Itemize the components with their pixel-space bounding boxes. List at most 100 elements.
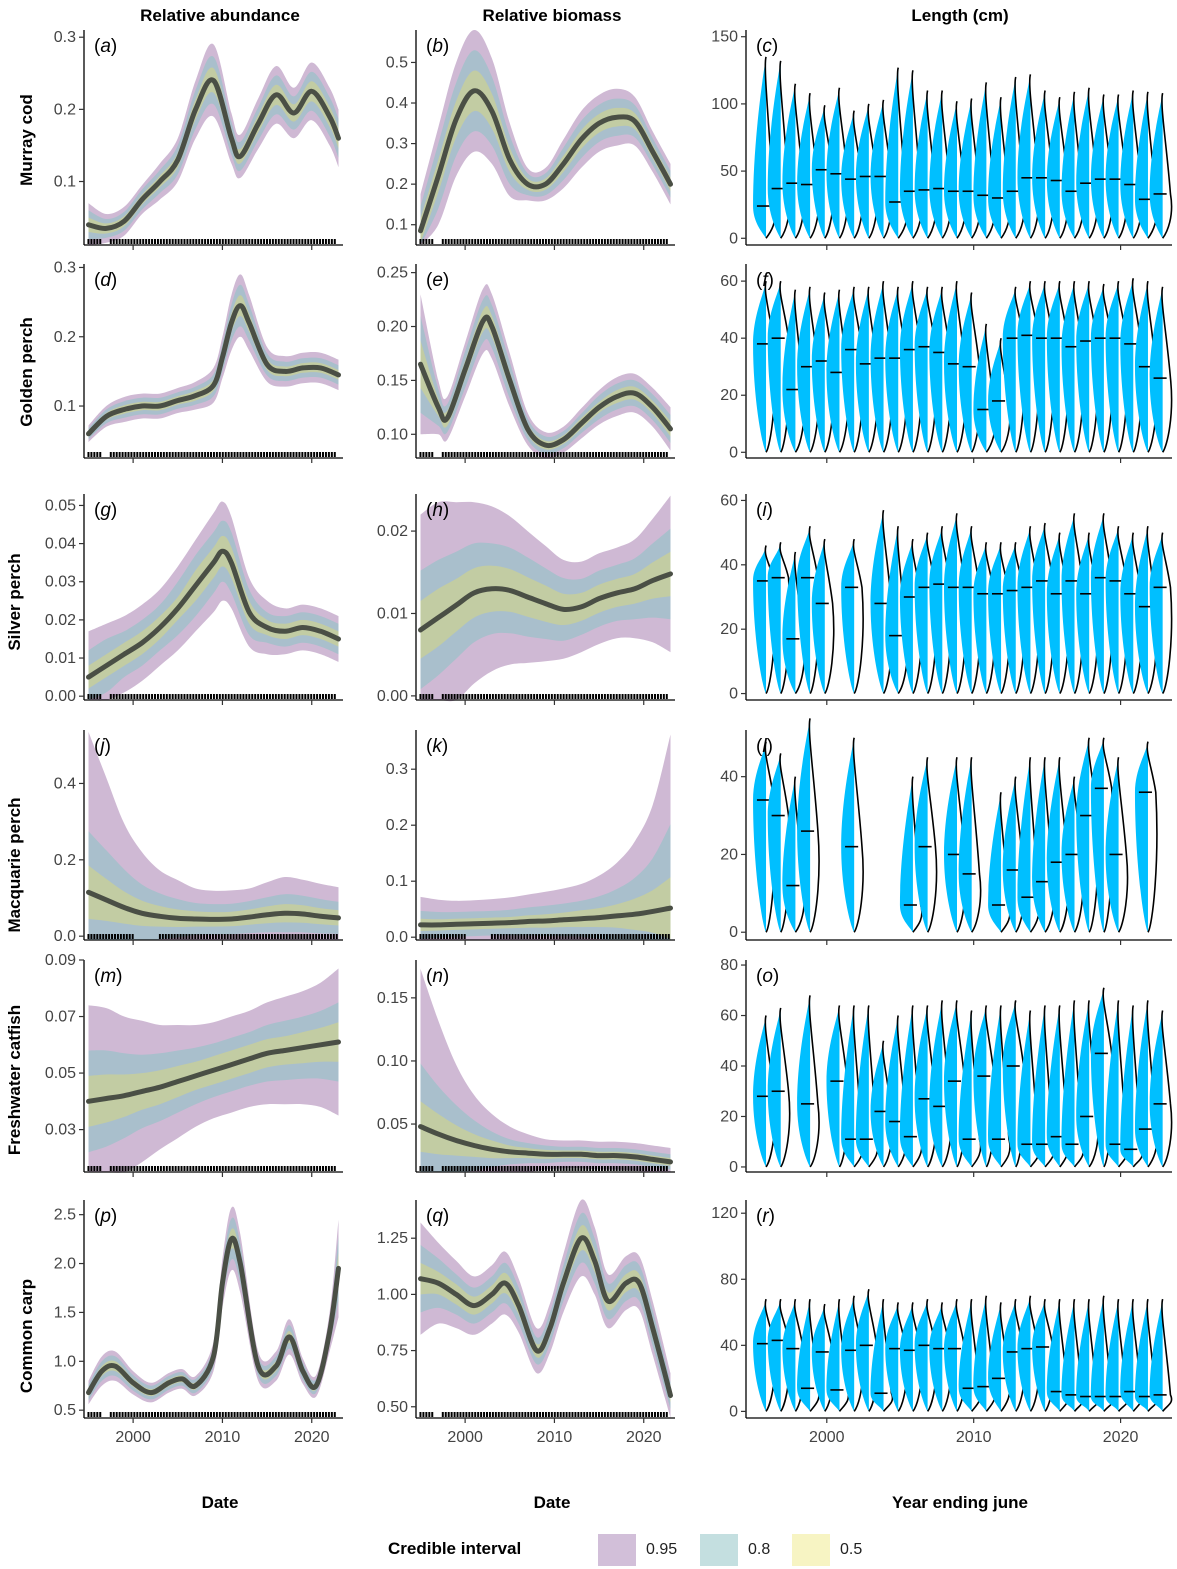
- panel-letter: d: [100, 270, 112, 291]
- y-tick-label: 0.07: [45, 1009, 76, 1026]
- violin-fill: [767, 60, 781, 239]
- panel-b: 0.1 0.2 0.3 0.4 0.5 (b): [386, 29, 675, 250]
- y-tick-label: 2.0: [54, 1256, 76, 1273]
- violin-fill: [1002, 1000, 1016, 1167]
- panel-letter: f: [762, 270, 769, 291]
- violin-fill: [811, 1304, 825, 1412]
- column-title-abundance: Relative abundance: [140, 6, 300, 25]
- y-tick-label: 20: [720, 846, 738, 863]
- y-tick-label: 0.3: [54, 259, 76, 276]
- mean-line: [86, 548, 341, 680]
- violin-fill: [914, 532, 928, 694]
- violin-outline: [852, 737, 864, 933]
- violin-fill: [753, 1015, 767, 1167]
- violin-fill: [1032, 522, 1046, 694]
- violin-fill: [958, 98, 972, 239]
- x-tick-label: 2020: [626, 1429, 662, 1446]
- ci-band-95: [420, 968, 671, 1173]
- panels-group: 0.1 0.2 0.3 (a) 0.1 0.2 0.3 0.4 0.5 (b) 0 50 100 150 (…: [45, 29, 1173, 1446]
- panel-letter: c: [762, 36, 772, 57]
- violin-fill: [797, 1299, 811, 1412]
- ci-band-80: [420, 1212, 671, 1409]
- violin-fill: [1002, 776, 1016, 933]
- panel-label: (p): [94, 1206, 117, 1227]
- violin-fill: [1061, 1000, 1075, 1167]
- legend-swatch-80: [700, 1534, 738, 1566]
- violin-fill: [1017, 526, 1031, 694]
- legend-label-50: 0.5: [840, 1541, 862, 1558]
- violin-fill: [1046, 97, 1060, 239]
- violin-fill: [1134, 526, 1148, 694]
- y-tick-label: 0.03: [45, 574, 76, 591]
- violin-fill: [973, 82, 987, 239]
- violin-fill: [973, 323, 987, 453]
- panel-letter: g: [100, 500, 111, 521]
- mean-line: [418, 905, 673, 928]
- violin-fill: [914, 757, 928, 933]
- violin-fill: [885, 526, 899, 694]
- y-tick-label: 0.50: [377, 1399, 408, 1416]
- y-tick-label: 0: [729, 1159, 738, 1176]
- violin-fill: [1076, 532, 1090, 694]
- panel-label: (c): [756, 36, 778, 57]
- row-title-macquarie-perch: Macquarie perch: [5, 797, 24, 932]
- mean-line: [86, 303, 341, 437]
- x-tick-label: 2020: [1103, 1429, 1139, 1446]
- panel-c: 0 50 100 150 (c): [711, 29, 1173, 250]
- y-tick-label: 0: [729, 924, 738, 941]
- violin-outline: [1161, 286, 1173, 453]
- violin-fill: [1076, 1000, 1090, 1167]
- violin-fill: [782, 289, 796, 453]
- violin-fill: [1134, 1299, 1148, 1412]
- y-tick-label: 0.1: [54, 398, 76, 415]
- y-tick-label: 0.02: [45, 612, 76, 629]
- legend: Credible interval 0.95 0.8 0.5: [388, 1534, 862, 1566]
- violin-fill: [1017, 1295, 1031, 1412]
- y-tick-label: 0.04: [45, 536, 76, 553]
- mean-line: [86, 77, 341, 231]
- panel-m: 0.03 0.05 0.07 0.09 (m): [45, 952, 343, 1177]
- panel-letter: m: [100, 966, 116, 987]
- panel-label: (l): [756, 736, 773, 757]
- violin-fill: [885, 1302, 899, 1412]
- violin-fill: [855, 103, 869, 239]
- y-tick-label: 0.25: [377, 265, 408, 282]
- violin-fill: [988, 542, 1002, 694]
- panel-letter: j: [97, 736, 105, 757]
- violin-fill: [958, 1010, 972, 1167]
- violin-fill: [753, 1299, 767, 1412]
- violin-fill: [797, 93, 811, 239]
- legend-swatch-95: [598, 1534, 636, 1566]
- violin-fill: [1105, 1299, 1119, 1412]
- violin-fill: [1120, 278, 1134, 453]
- panel-label: (m): [94, 966, 122, 987]
- mean-line: [418, 314, 673, 449]
- panel-g: 0.00 0.01 0.02 0.03 0.04 0.05 (g): [45, 494, 343, 705]
- violin-fill: [855, 1005, 869, 1167]
- y-tick-label: 1.5: [54, 1304, 76, 1321]
- y-tick-label: 0.4: [54, 775, 76, 792]
- violin-fill: [841, 539, 855, 694]
- ci-band-95: [420, 284, 671, 459]
- panel-label: (o): [756, 966, 779, 987]
- y-tick-label: 0.5: [386, 54, 408, 71]
- violin-fill: [1046, 1299, 1060, 1412]
- violin-fill: [899, 70, 913, 239]
- violin-outline: [808, 718, 820, 933]
- violin-fill: [958, 526, 972, 694]
- violin-fill: [797, 286, 811, 453]
- violin-fill: [914, 90, 928, 239]
- violin-fill: [1061, 513, 1075, 694]
- y-tick-label: 20: [720, 387, 738, 404]
- violin-fill: [782, 551, 796, 694]
- y-tick-label: 0: [729, 230, 738, 247]
- violin-fill: [929, 286, 943, 453]
- violin-fill: [767, 1299, 781, 1412]
- y-tick-label: 1.00: [377, 1286, 408, 1303]
- violin-fill: [1017, 74, 1031, 239]
- violin-fill: [944, 1000, 957, 1167]
- y-tick-label: 2.5: [54, 1207, 76, 1224]
- y-tick-label: 0.3: [386, 761, 408, 778]
- y-tick-label: 40: [720, 769, 738, 786]
